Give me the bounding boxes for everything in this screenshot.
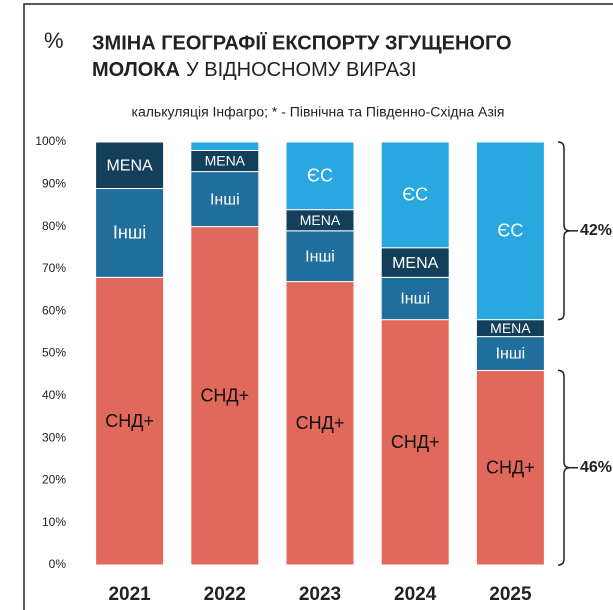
bar-segment bbox=[190, 141, 260, 151]
x-tick-label: 2023 bbox=[299, 584, 341, 605]
x-tick-label: 2025 bbox=[489, 584, 532, 605]
y-tick-label: 30% bbox=[42, 430, 66, 444]
segment-label: MENA bbox=[205, 153, 246, 169]
y-tick-label: 10% bbox=[42, 515, 66, 529]
segment-label: СНД+ bbox=[486, 457, 535, 477]
annotation: 42% bbox=[580, 222, 612, 239]
y-tick-label: 0% bbox=[49, 557, 67, 571]
segment-label: СНД+ bbox=[391, 432, 440, 452]
bar-segment bbox=[95, 276, 165, 566]
segment-label: Інші bbox=[210, 191, 240, 208]
bar-segment bbox=[380, 276, 450, 321]
bar-segment bbox=[285, 141, 355, 211]
y-tick-label: 50% bbox=[42, 346, 66, 360]
y-tick-label: 90% bbox=[42, 176, 66, 190]
bar-segment bbox=[285, 281, 355, 566]
icon: % bbox=[44, 28, 64, 53]
segment-label: MENA bbox=[106, 157, 153, 174]
segment-label: СНД+ bbox=[200, 386, 249, 406]
x-tick-label: 2022 bbox=[204, 584, 246, 605]
x-tick-label: 2021 bbox=[108, 584, 151, 605]
segment-label: СНД+ bbox=[296, 413, 345, 433]
segment-label: ЄС bbox=[307, 166, 333, 186]
chart-title: ЗМІНА ГЕОГРАФІЇ ЕКСПОРТУ ЗГУЩЕНОГО bbox=[92, 31, 512, 54]
segment-label: Інші bbox=[496, 346, 526, 363]
segment-label: Інші bbox=[113, 223, 146, 243]
bar-segment bbox=[380, 247, 450, 278]
segment-label: ЄС bbox=[402, 185, 428, 205]
segment-label: MENA bbox=[490, 320, 531, 336]
bar-segment bbox=[380, 141, 450, 249]
segment-label: СНД+ bbox=[105, 411, 154, 431]
y-tick-label: 80% bbox=[42, 219, 66, 233]
segment-label: ЄС bbox=[497, 221, 523, 241]
annotation: 46% bbox=[580, 459, 612, 476]
bar-segment bbox=[95, 141, 165, 190]
title-part: МОЛОКА bbox=[92, 59, 180, 81]
bracket bbox=[557, 369, 571, 566]
title-part: У ВІДНОСНОМУ ВИРАЗІ bbox=[186, 59, 417, 81]
segment-label: Інші bbox=[400, 291, 430, 308]
bar-segment bbox=[475, 336, 545, 371]
bar-segment bbox=[475, 369, 545, 566]
segment-label: Інші bbox=[305, 248, 335, 265]
y-tick-label: 100% bbox=[35, 134, 66, 148]
subtitle: калькуляція Інфагро; * - Північна та Пів… bbox=[132, 104, 505, 120]
y-tick-label: 20% bbox=[42, 473, 66, 487]
segment-label: MENA bbox=[392, 255, 439, 272]
frame bbox=[23, 3, 613, 610]
segment-label: MENA bbox=[300, 212, 341, 228]
bar-segment bbox=[95, 188, 165, 278]
bracket bbox=[557, 141, 571, 321]
x-tick-label: 2024 bbox=[394, 584, 437, 605]
y-tick-label: 40% bbox=[42, 388, 66, 402]
y-tick-label: 60% bbox=[42, 303, 66, 317]
y-tick-label: 70% bbox=[42, 261, 66, 275]
bar-segment bbox=[380, 319, 450, 566]
chart-title: МОЛОКА У ВІДНОСНОМУ ВИРАЗІ bbox=[92, 59, 417, 81]
bar-segment bbox=[475, 141, 545, 321]
